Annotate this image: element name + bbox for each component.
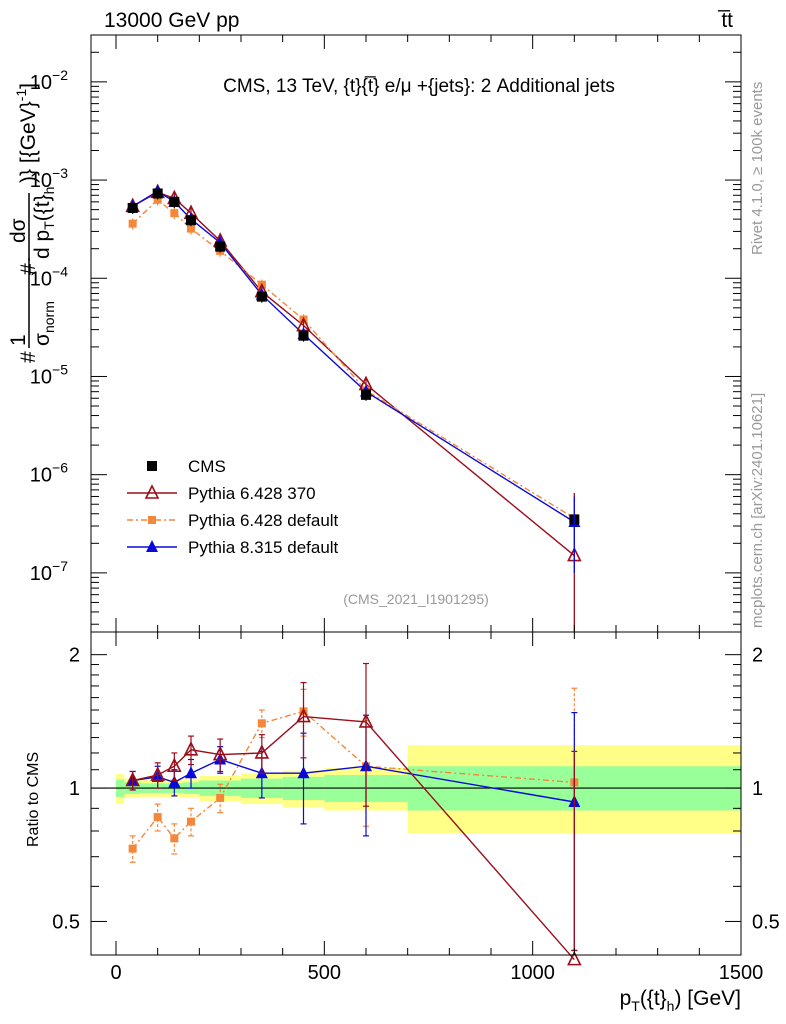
header-left: 13000 GeV pp	[104, 9, 239, 32]
legend-marker-py6_370	[144, 484, 160, 499]
main-point-cms	[215, 241, 226, 252]
legend-label-py8: Pythia 8.315 default	[188, 538, 339, 557]
svg-text:σnorm: σnorm	[31, 301, 57, 346]
ratio-point-py6_370	[567, 950, 582, 966]
mcplots-label: mcplots.cern.ch [arXiv:2401.10621]	[749, 393, 766, 628]
legend-marker-py8	[146, 540, 158, 552]
ylabel-close: )} [{GeV}	[17, 101, 40, 183]
ratio-point-py6_default	[216, 793, 225, 802]
svg-text:#: #	[17, 351, 40, 363]
main-point-py6_default	[170, 209, 179, 218]
legend-label-cms: CMS	[188, 457, 226, 476]
ratio-point-py8	[185, 766, 197, 779]
ylabel-exp: -1	[13, 89, 29, 102]
main-ytick-label: 10−6	[30, 460, 68, 487]
ratio-ytick-label-right: 1	[752, 778, 763, 800]
main-point-py6_default	[128, 219, 137, 228]
svg-text:d pT({t}h: d pT({t}h	[31, 187, 57, 259]
main-ytick-label: 10−3	[30, 165, 68, 192]
ratio-point-py6_370	[254, 744, 270, 759]
ylabel-T: T	[41, 221, 57, 230]
main-point-cms	[298, 330, 309, 341]
ylabel-hash1: #	[17, 351, 40, 363]
ratio-point-py8	[297, 766, 310, 779]
ylabel-one: 1	[7, 334, 30, 346]
legend-label-py6_default: Pythia 6.428 default	[188, 511, 339, 530]
main-point-cms	[186, 215, 196, 226]
ratio-point-py8	[168, 775, 181, 788]
legend-label-py6_370: Pythia 6.428 370	[188, 484, 316, 503]
ratio-ytick-label: 0.5	[52, 911, 80, 933]
ratio-point-py6_default	[153, 813, 162, 822]
ylabel-dsig: dσ	[7, 218, 30, 243]
ratio-ylabel: Ratio to CMS	[25, 752, 42, 847]
ylabel-hash2: #	[17, 263, 40, 275]
main-point-py6_default	[187, 224, 195, 233]
legend: CMS Pythia 6.428 370 Pythia 6.428 default P…	[127, 457, 339, 557]
ratio-frame	[90, 631, 742, 956]
ratio-point-py6_default	[257, 719, 266, 728]
main-ytick-label: 10−5	[30, 361, 68, 388]
ylabel-dpt: d p	[31, 230, 54, 259]
header-right: t̅t	[717, 9, 733, 32]
main-point-cms	[361, 389, 371, 400]
main-ytick-label: 10−4	[30, 263, 68, 290]
ratio-xtick-label: 1500	[719, 962, 764, 984]
ratio-point-py6_370	[150, 766, 165, 781]
ratio-point-py6_default	[128, 844, 137, 853]
ratio-ytick-label-right: 0.5	[752, 911, 780, 933]
watermark: (CMS_2021_I1901295)	[343, 591, 489, 607]
ratio-xtick-label: 500	[308, 962, 341, 984]
ratio-xlabel: pT({t}h) [GeV]	[620, 987, 741, 1014]
main-point-py6_default	[153, 195, 162, 204]
main-point-cms	[127, 202, 138, 213]
main-point-cms	[169, 196, 180, 207]
ratio-point-py6_default	[187, 817, 195, 826]
main-ytick-label: 10−7	[30, 558, 68, 585]
ratio-point-py6_370	[212, 745, 228, 761]
main-panel: CMS, 13 TeV, {t}{t̅} e/μ +{jets}: 2 Addi…	[7, 34, 742, 633]
ylabel-norm: norm	[41, 301, 57, 333]
main-title: CMS, 13 TeV, {t}{t̅} e/μ +{jets}: 2 Addi…	[223, 76, 615, 97]
ratio-ytick-label: 2	[69, 645, 80, 667]
rivet-label: Rivet 4.1.0, ≥ 100k events	[749, 82, 766, 255]
ratio-point-py6_370	[296, 707, 311, 723]
ylabel-sigma: σ	[31, 333, 54, 346]
ratio-xtick-label: 1000	[510, 962, 555, 984]
ratio-point-py6_default	[170, 834, 179, 843]
ratio-ytick-label: 1	[69, 778, 80, 800]
ylabel-arg: ({t}	[31, 194, 54, 221]
main-ytick-label: 10−2	[30, 67, 68, 94]
legend-marker-py6_default	[148, 516, 156, 524]
ratio-xtick-label: 0	[110, 962, 121, 984]
ratio-point-py6_370	[125, 771, 140, 787]
ratio-ytick-label-right: 2	[752, 645, 763, 667]
ylabel-h: h	[41, 187, 57, 195]
ratio-panel: 0.5 0.5 1 1 2 2 0 500 1000 1500 Ratio to CMS pT({…	[25, 631, 780, 1014]
main-point-cms	[152, 188, 163, 199]
main-point-cms	[256, 291, 267, 302]
ratio-point-py6_370	[167, 757, 182, 773]
main-ylabel: # 1 σnorm # dσ d pT({t}h )} [{GeV}-1]	[7, 83, 57, 363]
legend-marker-cms	[147, 461, 157, 471]
ratio-point-py6_370	[358, 713, 374, 728]
svg-text:)} [{GeV}-1]: )} [{GeV}-1]	[13, 83, 40, 183]
ratio-point-py6_370	[183, 741, 199, 756]
ylabel-end: ]	[17, 83, 40, 89]
